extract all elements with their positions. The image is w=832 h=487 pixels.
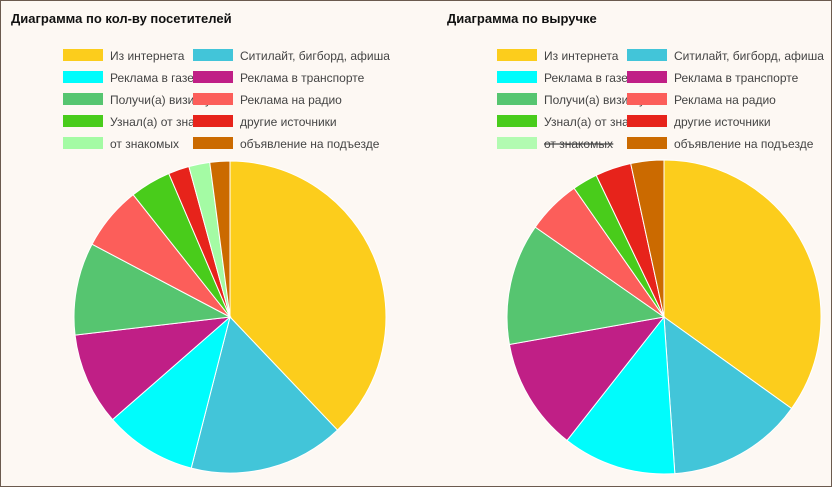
pie-slice[interactable] xyxy=(663,315,793,475)
legend-item[interactable]: другие источники xyxy=(193,115,337,129)
legend-item[interactable]: объявление на подъезде xyxy=(193,137,380,151)
legend-swatch xyxy=(627,115,667,127)
pie-slice[interactable] xyxy=(229,160,387,431)
legend-item[interactable]: Реклама в транспорте xyxy=(627,71,799,85)
visitors-chart: Диаграмма по кол-ву посетителей Из интер… xyxy=(1,1,437,486)
legend-swatch xyxy=(627,137,667,149)
legend-swatch xyxy=(193,93,233,105)
legend-item[interactable]: Получи(а) визитку xyxy=(63,93,211,107)
pie-slice[interactable] xyxy=(663,159,822,410)
pie-slice[interactable] xyxy=(111,315,231,469)
legend-swatch xyxy=(497,115,537,127)
legend-swatch xyxy=(63,115,103,127)
legend-label: Реклама в газете xyxy=(544,71,640,85)
legend-label: объявление на подъезде xyxy=(240,137,380,151)
legend-swatch xyxy=(193,71,233,83)
pie-slice[interactable] xyxy=(190,316,339,474)
legend-swatch xyxy=(193,115,233,127)
legend-item[interactable]: Из интернета xyxy=(63,49,185,63)
legend: Из интернета Ситилайт, бигборд, афиша Рекл… xyxy=(497,49,824,151)
legend-swatch xyxy=(63,93,103,105)
legend-swatch xyxy=(497,93,537,105)
visitors-pie-svg: Из интернета Ситилайт, бигборд, афиша Рекл… xyxy=(63,49,390,474)
legend-label: Из интернета xyxy=(110,49,185,63)
legend-item[interactable]: Из интернета xyxy=(497,49,619,63)
pie-slice[interactable] xyxy=(630,159,665,318)
revenue-chart: Диаграмма по выручке Из интернета Ситилай… xyxy=(437,1,831,486)
legend-swatch xyxy=(627,93,667,105)
pie-slice[interactable] xyxy=(506,226,666,346)
pie-slice[interactable] xyxy=(566,315,676,475)
legend-item[interactable]: от знакомых xyxy=(497,137,614,151)
legend-swatch xyxy=(497,49,537,61)
legend-swatch xyxy=(193,137,233,149)
legend-label: Реклама в транспорте xyxy=(674,71,799,85)
legend-label: от знакомых xyxy=(110,137,179,151)
legend-item[interactable]: Реклама на радио xyxy=(193,93,342,107)
legend-swatch xyxy=(63,71,103,83)
legend-item[interactable]: Ситилайт, бигборд, афиша xyxy=(627,49,824,63)
legend-label: Реклама на радио xyxy=(674,93,776,107)
chart-title: Диаграмма по кол-ву посетителей xyxy=(11,11,232,26)
legend-item[interactable]: Реклама на радио xyxy=(627,93,776,107)
legend-label: Реклама в транспорте xyxy=(240,71,365,85)
legend-label: Ситилайт, бигборд, афиша xyxy=(240,49,390,63)
legend-swatch xyxy=(627,71,667,83)
legend-label: Реклама в газете xyxy=(110,71,206,85)
legend-item[interactable]: Получи(а) визитку xyxy=(497,93,645,107)
pie-slice[interactable] xyxy=(508,316,666,442)
legend-item[interactable]: Реклама в транспорте xyxy=(193,71,365,85)
legend-swatch xyxy=(497,71,537,83)
legend-item[interactable]: от знакомых xyxy=(63,137,179,151)
legend-label: другие источники xyxy=(674,115,771,129)
legend-label: Получи(а) визитку xyxy=(110,93,211,107)
pie-slice[interactable] xyxy=(209,160,231,318)
legend-swatch xyxy=(497,137,537,149)
legend-swatch xyxy=(193,49,233,61)
legend: Из интернета Ситилайт, бигборд, афиша Рекл… xyxy=(63,49,390,151)
legend-item[interactable]: Ситилайт, бигборд, афиша xyxy=(193,49,390,63)
legend-item[interactable]: Реклама в газете xyxy=(63,71,206,85)
revenue-pie-svg: Из интернета Ситилайт, бигборд, афиша Рекл… xyxy=(497,49,824,475)
legend-swatch xyxy=(63,137,103,149)
legend-item[interactable]: Реклама в газете xyxy=(497,71,640,85)
legend-item[interactable]: другие источники xyxy=(627,115,771,129)
pie xyxy=(506,159,822,475)
legend-label: другие источники xyxy=(240,115,337,129)
legend-label: Получи(а) визитку xyxy=(544,93,645,107)
legend-label: объявление на подъезде xyxy=(674,137,814,151)
legend-label: Ситилайт, бигборд, афиша xyxy=(674,49,824,63)
pie xyxy=(73,160,387,474)
pie-slice[interactable] xyxy=(73,243,232,336)
legend-swatch xyxy=(627,49,667,61)
chart-title: Диаграмма по выручке xyxy=(447,11,597,26)
legend-label: Из интернета xyxy=(544,49,619,63)
legend-label: Реклама на радио xyxy=(240,93,342,107)
legend-swatch xyxy=(63,49,103,61)
pie-slice[interactable] xyxy=(74,316,232,421)
legend-item[interactable]: объявление на подъезде xyxy=(627,137,814,151)
